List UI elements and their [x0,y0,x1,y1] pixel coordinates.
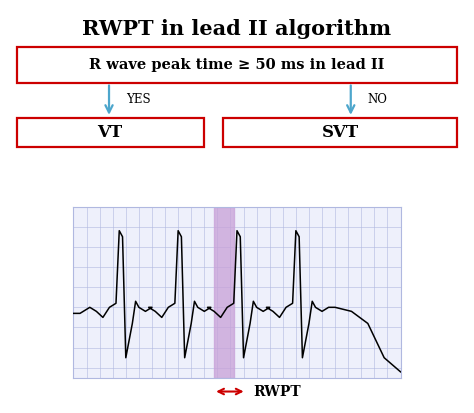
Text: VT: VT [97,123,123,141]
FancyBboxPatch shape [17,118,204,147]
FancyBboxPatch shape [223,118,457,147]
Text: NO: NO [367,93,387,106]
FancyBboxPatch shape [17,47,457,83]
Text: YES: YES [126,93,150,106]
Bar [214,206,234,378]
Text: SVT: SVT [322,123,359,141]
Text: RWPT: RWPT [254,385,301,399]
Text: R wave peak time ≥ 50 ms in lead II: R wave peak time ≥ 50 ms in lead II [89,58,385,72]
Text: RWPT in lead II algorithm: RWPT in lead II algorithm [82,19,392,38]
